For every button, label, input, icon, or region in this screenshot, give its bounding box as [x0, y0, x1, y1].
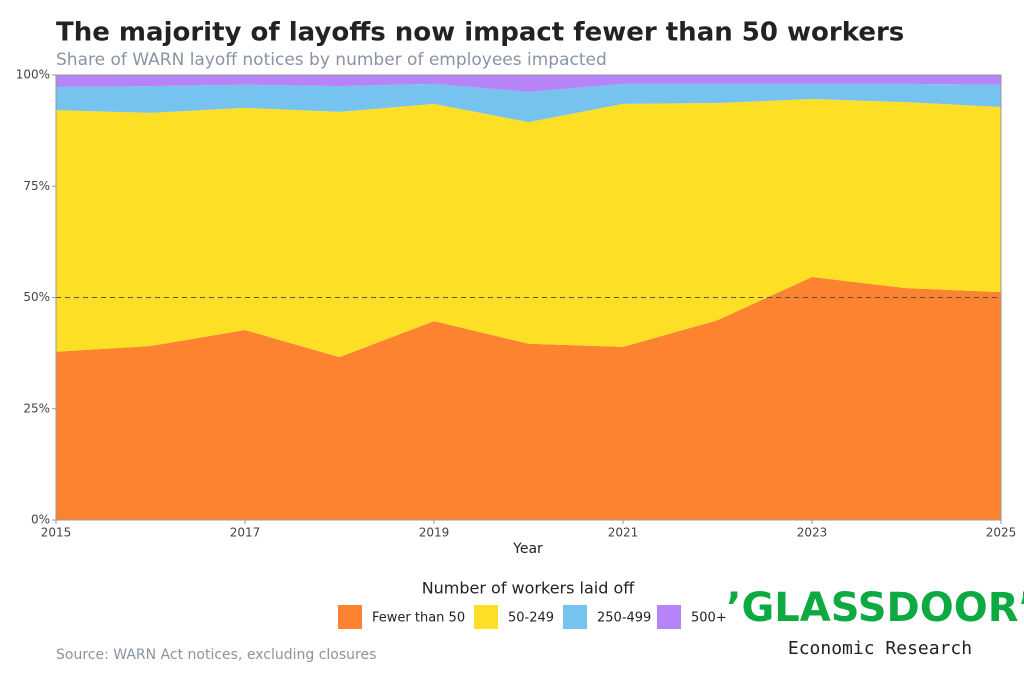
legend-swatch	[338, 605, 362, 629]
legend-label: 500+	[691, 611, 727, 626]
x-tick-label: 2023	[797, 526, 828, 540]
area	[56, 99, 1001, 358]
logo-brand: ’GLASSDOOR’	[726, 585, 1024, 631]
y-tick-label: 25%	[23, 401, 50, 415]
x-tick-label: 2021	[608, 526, 639, 540]
legend-swatch	[474, 605, 498, 629]
logo-subtitle: Economic Research	[788, 638, 972, 659]
area	[56, 83, 1001, 123]
area	[56, 75, 1001, 92]
source-note: Source: WARN Act notices, excluding clos…	[56, 647, 376, 663]
chart-title: The majority of layoffs now impact fewer…	[56, 18, 904, 48]
area	[56, 277, 1001, 520]
y-tick-label: 100%	[16, 68, 50, 82]
y-tick-label: 50%	[23, 290, 50, 304]
y-tick-label: 0%	[31, 513, 50, 527]
x-axis-label: Year	[512, 541, 543, 557]
chart-subtitle: Share of WARN layoff notices by number o…	[56, 50, 607, 70]
legend-label: Fewer than 50	[372, 611, 465, 626]
y-tick-label: 75%	[23, 179, 50, 193]
legend-swatch	[657, 605, 681, 629]
x-tick-label: 2019	[419, 526, 450, 540]
legend-title: Number of workers laid off	[422, 579, 636, 598]
x-tick-label: 2017	[230, 526, 261, 540]
x-tick-label: 2025	[986, 526, 1017, 540]
legend-label: 250-499	[597, 611, 651, 626]
legend-swatch	[563, 605, 587, 629]
x-tick-label: 2015	[41, 526, 72, 540]
legend-label: 50-249	[508, 611, 554, 626]
